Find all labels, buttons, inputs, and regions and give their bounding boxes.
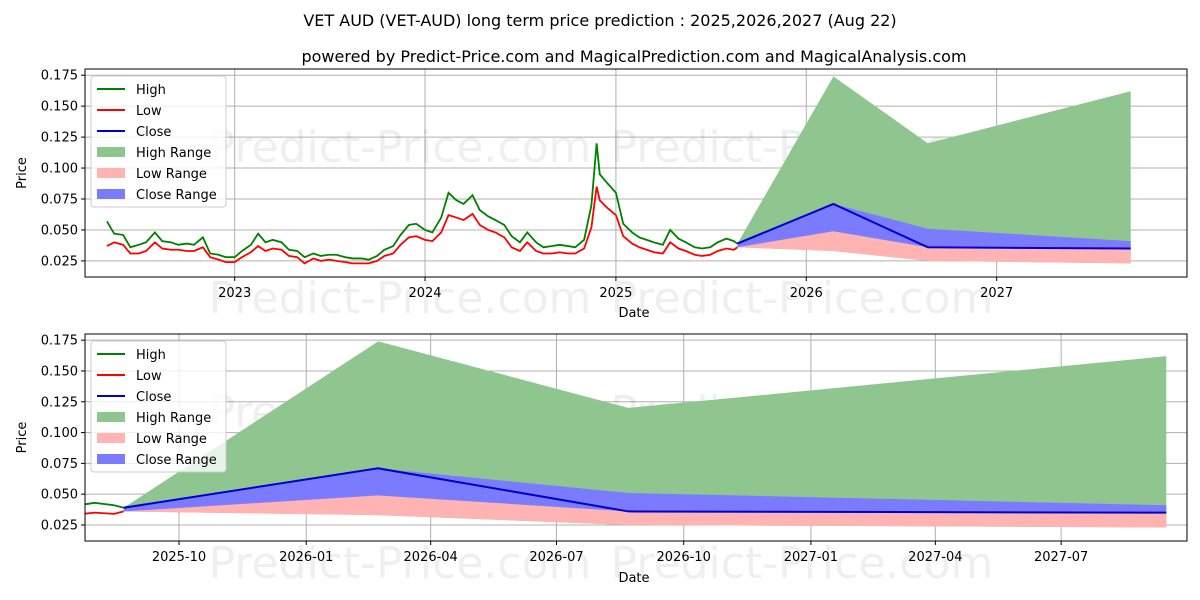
y-axis-label: Price: [15, 422, 30, 454]
close-series-line: [737, 202, 1131, 250]
y-tick-label: 0.150: [41, 364, 78, 379]
legend-label: Close Range: [136, 188, 217, 203]
legend-label: Close: [136, 390, 171, 405]
x-axis-label: Date: [618, 306, 649, 321]
legend-label: High: [136, 348, 166, 363]
legend-label: Close: [136, 125, 171, 140]
legend-label: High: [136, 83, 166, 98]
legend-swatch-patch: [97, 147, 125, 157]
x-axis: 2025-10 2026-01 2026-04 2026-07 2026-10 2027-…: [152, 541, 1088, 565]
x-tick-label: 2026-04: [404, 550, 458, 565]
y-tick-label: 0.125: [41, 131, 78, 146]
x-tick-label: 2027: [980, 286, 1013, 301]
legend-swatch-patch: [97, 454, 125, 464]
legend: High Low Close High Range Low Range Close Ran…: [90, 75, 227, 208]
y-tick-label: 0.050: [41, 223, 78, 238]
x-tick-label: 2025-10: [152, 550, 206, 565]
x-tick-label: 2026-07: [529, 550, 583, 565]
y-axis: 0.025 0.050 0.075 0.100 0.125 0.150 0.175: [41, 334, 85, 533]
legend-label: Low Range: [136, 432, 207, 447]
x-tick-label: 2026: [790, 286, 823, 301]
low-range-area: [737, 231, 1131, 264]
x-tick-label: 2023: [218, 286, 251, 301]
low-series-line: [106, 186, 738, 265]
y-tick-label: 0.175: [41, 69, 78, 84]
plot-area: [106, 76, 1131, 265]
y-tick-label: 0.100: [41, 426, 78, 441]
y-axis: 0.025 0.050 0.075 0.100 0.125 0.150 0.175: [41, 69, 85, 269]
watermark-text: Predict-Price.com: [209, 538, 592, 589]
plot-area: [85, 341, 1167, 528]
legend-swatch-patch: [97, 433, 125, 443]
x-tick-label: 2027-01: [784, 550, 838, 565]
plot-frame: [84, 333, 1188, 542]
x-tick-label: 2027-07: [1034, 550, 1088, 565]
x-tick-label: 2024: [408, 286, 441, 301]
close-range-area: [123, 468, 1167, 513]
chart-title: VET AUD (VET-AUD) long term price predic…: [303, 11, 896, 30]
x-tick-label: 2026-01: [279, 550, 333, 565]
legend-label: Low: [136, 369, 162, 384]
y-tick-label: 0.175: [41, 334, 78, 349]
legend: High Low Close High Range Low Range Close Ran…: [90, 340, 227, 473]
chart-subtitle: powered by Predict-Price.com and Magical…: [301, 47, 966, 66]
legend-label: High Range: [136, 146, 211, 161]
y-tick-label: 0.025: [41, 518, 78, 533]
high-series-line: [106, 143, 738, 261]
legend-label: Low: [136, 104, 162, 119]
y-tick-label: 0.075: [41, 457, 78, 472]
watermark-text: Predict-Price.com: [611, 538, 994, 589]
y-tick-label: 0.100: [41, 162, 78, 177]
x-tick-label: 2025: [599, 286, 632, 301]
watermark-text: Predict-Price.com: [611, 273, 994, 324]
y-tick-label: 0.075: [41, 193, 78, 208]
y-tick-label: 0.025: [41, 254, 78, 269]
x-tick-label: 2027-04: [908, 550, 962, 565]
legend-label: Low Range: [136, 167, 207, 182]
watermark-text: Predict-Price.com: [209, 273, 592, 324]
low-range-area: [123, 495, 1167, 528]
top-panel: Predict-Price.com Predict-Price.com Predic…: [15, 68, 1188, 324]
x-axis: 2023 2024 2025 2026 2027: [218, 277, 1013, 301]
legend-label: Close Range: [136, 453, 217, 468]
close-range-area: [737, 203, 1131, 249]
y-axis-label: Price: [15, 157, 30, 189]
legend-swatch-patch: [97, 189, 125, 199]
y-tick-label: 0.150: [41, 100, 78, 115]
legend-swatch-patch: [97, 168, 125, 178]
y-tick-label: 0.125: [41, 395, 78, 410]
x-axis-label: Date: [618, 571, 649, 586]
legend-label: High Range: [136, 411, 211, 426]
legend-swatch-patch: [97, 412, 125, 422]
bottom-panel: Predict-Price.comPredict-Price.comPredic…: [15, 333, 1188, 589]
grid-lines: [85, 69, 1187, 277]
plot-frame: [84, 68, 1188, 278]
y-tick-label: 0.050: [41, 488, 78, 503]
close-series-line: [123, 467, 1167, 514]
watermark-text: Predict-Price.com: [209, 122, 592, 173]
x-tick-label: 2026-10: [657, 550, 711, 565]
